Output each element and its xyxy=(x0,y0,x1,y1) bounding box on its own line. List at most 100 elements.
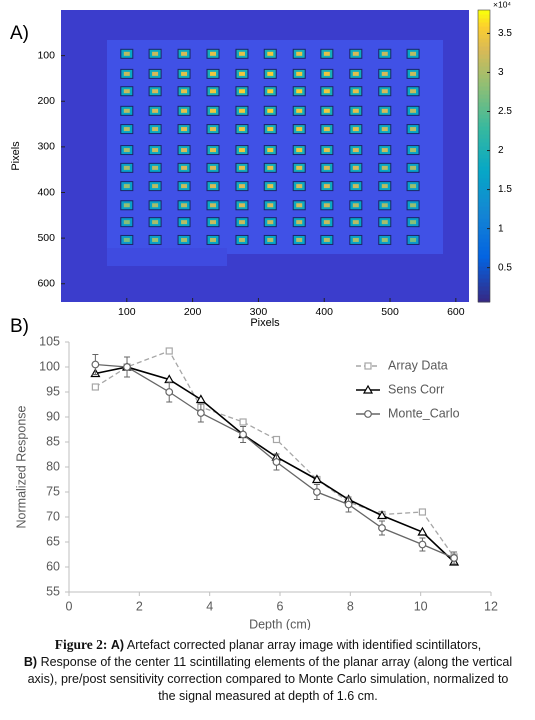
colorbar-cell xyxy=(478,258,490,263)
colorbar-cell xyxy=(478,266,490,271)
spot xyxy=(296,184,303,189)
y-tick-label: 80 xyxy=(46,459,60,473)
spot xyxy=(381,51,388,56)
colorbar-cell xyxy=(478,70,490,75)
spot xyxy=(352,108,359,113)
spot xyxy=(267,203,274,208)
y-tick-label: 70 xyxy=(46,509,60,523)
x-tick-label: 4 xyxy=(206,599,213,613)
spot xyxy=(410,148,417,153)
colorbar-cell xyxy=(478,106,490,111)
spot xyxy=(381,165,388,170)
spot xyxy=(181,165,188,170)
marker xyxy=(165,347,173,355)
colorbar-tick-label: 1 xyxy=(498,223,504,234)
colorbar-tick-label: 0.5 xyxy=(498,262,512,273)
x-tick-label: 300 xyxy=(250,306,268,318)
y-tick-label: 65 xyxy=(46,534,60,548)
spot xyxy=(123,165,130,170)
colorbar-cell xyxy=(478,54,490,59)
spot xyxy=(267,51,274,56)
colorbar-cell xyxy=(478,218,490,223)
spot xyxy=(210,108,217,113)
spot xyxy=(267,220,274,225)
colorbar-cell xyxy=(478,282,490,287)
x-tick-label: 0 xyxy=(66,599,73,613)
panel-label: A) xyxy=(10,23,29,44)
y-tick-label: 55 xyxy=(46,584,60,598)
marker xyxy=(376,510,388,520)
spot xyxy=(410,203,417,208)
spot xyxy=(152,237,159,242)
caption-bold: A) xyxy=(110,638,125,652)
colorbar-cell xyxy=(478,50,490,55)
spot xyxy=(381,148,388,153)
colorbar-cell xyxy=(478,190,490,195)
spot xyxy=(238,220,245,225)
marker xyxy=(196,409,205,417)
marker xyxy=(418,540,427,549)
spot xyxy=(210,165,217,170)
spot xyxy=(210,237,217,242)
spot xyxy=(352,203,359,208)
colorbar-cell xyxy=(478,90,490,95)
colorbar-cell xyxy=(478,238,490,243)
spot xyxy=(381,71,388,76)
spot xyxy=(181,220,188,225)
colorbar-cell xyxy=(478,246,490,251)
colorbar-cell xyxy=(478,278,490,283)
x-tick-label: 100 xyxy=(118,306,136,318)
colorbar-cell xyxy=(478,110,490,115)
y-axis-label: Normalized Response xyxy=(14,405,28,528)
spot xyxy=(123,71,130,76)
y-tick-label: 105 xyxy=(39,334,60,348)
colorbar-label: ×10⁴ xyxy=(493,0,511,9)
spot xyxy=(381,108,388,113)
spot xyxy=(238,71,245,76)
spot xyxy=(152,165,159,170)
spot xyxy=(410,165,417,170)
spot xyxy=(296,71,303,76)
spot xyxy=(296,203,303,208)
colorbar-cell xyxy=(478,174,490,179)
marker xyxy=(450,554,458,562)
series-line xyxy=(95,350,455,558)
y-tick-label: 500 xyxy=(37,232,55,244)
x-tick-label: 10 xyxy=(414,599,428,613)
colorbar-cell xyxy=(478,210,490,215)
spot xyxy=(181,108,188,113)
colorbar-cell xyxy=(478,254,490,259)
marker xyxy=(313,488,321,496)
caption-figure: Figure 2: xyxy=(54,637,108,652)
marker xyxy=(91,360,100,369)
spot xyxy=(352,165,359,170)
colorbar-cell xyxy=(478,66,490,71)
legend-label: Sens Corr xyxy=(388,382,444,396)
spot xyxy=(152,71,159,76)
colorbar-cell xyxy=(478,122,490,127)
colorbar-cell xyxy=(478,18,490,23)
colorbar-cell xyxy=(478,34,490,39)
colorbar-cell xyxy=(478,102,490,107)
spot xyxy=(152,89,159,94)
marker xyxy=(123,363,131,371)
spot xyxy=(323,184,330,189)
spot xyxy=(210,203,217,208)
spot xyxy=(267,71,274,76)
colorbar-cell xyxy=(478,86,490,91)
spot xyxy=(152,220,159,225)
spot xyxy=(296,148,303,153)
colorbar-tick-label: 3.5 xyxy=(498,28,512,39)
spot xyxy=(381,237,388,242)
y-tick-label: 75 xyxy=(46,484,60,498)
colorbar-cell xyxy=(478,94,490,99)
spot xyxy=(323,51,330,56)
spot xyxy=(238,89,245,94)
colorbar-cell xyxy=(478,202,490,207)
colorbar-cell xyxy=(478,22,490,27)
y-tick-label: 95 xyxy=(46,384,60,398)
colorbar-cell xyxy=(478,98,490,103)
spot xyxy=(210,220,217,225)
spot xyxy=(181,51,188,56)
spot xyxy=(238,127,245,132)
